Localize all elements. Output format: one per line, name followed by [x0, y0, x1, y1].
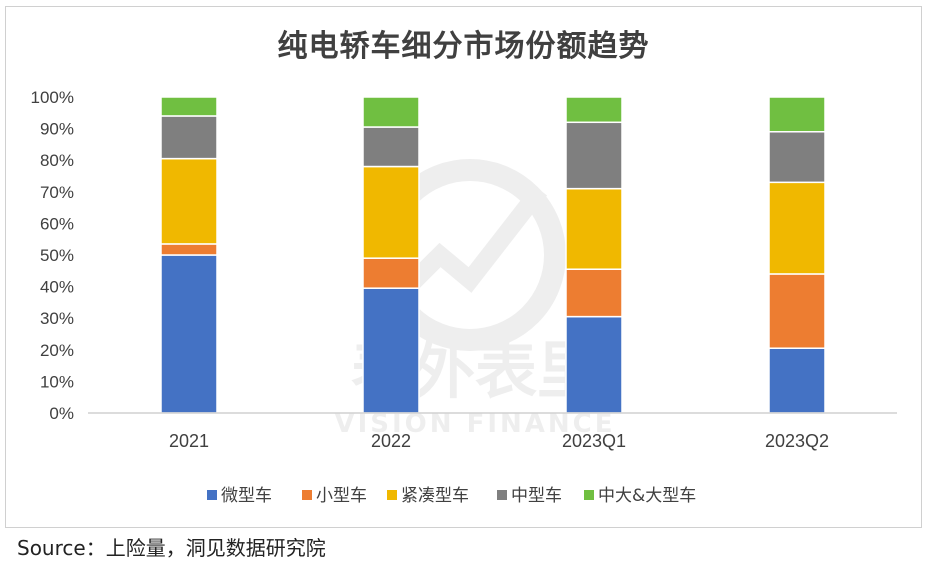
source-note: Source：上险量，洞见数据研究院	[17, 536, 326, 560]
x-tick-label: 2023Q2	[765, 431, 829, 451]
bar-segment	[362, 96, 420, 128]
x-tick-label: 2022	[371, 431, 411, 451]
chart-title: 纯电轿车细分市场份额趋势	[277, 29, 650, 64]
legend-swatch	[207, 490, 217, 500]
y-tick-label: 50%	[40, 246, 74, 265]
x-tick-label: 2023Q1	[562, 431, 626, 451]
bar-segment	[362, 287, 420, 414]
legend-label: 中型车	[511, 486, 562, 506]
bar-segment	[768, 96, 826, 133]
legend-swatch	[387, 490, 397, 500]
bar-segment	[362, 126, 420, 168]
plot-area	[160, 96, 826, 414]
y-tick-label: 20%	[40, 341, 74, 360]
bar-segment	[565, 187, 623, 270]
bar-segment	[565, 268, 623, 318]
y-tick-label: 60%	[40, 214, 74, 233]
bar-segment	[768, 131, 826, 184]
legend-label: 微型车	[221, 486, 272, 506]
y-tick-label: 10%	[40, 372, 74, 391]
bar-segment	[160, 243, 218, 256]
bar-segment	[565, 96, 623, 124]
bar-segment	[362, 165, 420, 259]
legend-swatch	[497, 490, 507, 500]
legend-swatch	[584, 490, 594, 500]
y-tick-label: 70%	[40, 183, 74, 202]
bar-segment	[160, 157, 218, 245]
y-tick-label: 0%	[49, 404, 74, 423]
bar-segment	[768, 347, 826, 414]
bar-segment	[160, 96, 218, 117]
legend-swatch	[302, 490, 312, 500]
bar-segment	[768, 273, 826, 349]
watermark-sub: VISION FINANCE	[334, 409, 615, 439]
bar-segment	[160, 115, 218, 160]
bar-segment	[565, 315, 623, 414]
bar-segment	[768, 181, 826, 275]
y-tick-label: 90%	[40, 120, 74, 139]
legend-label: 紧凑型车	[401, 486, 469, 506]
y-axis: 0% 10% 20% 30% 40% 50% 60% 70% 80% 90% 100%	[31, 88, 74, 423]
y-tick-label: 80%	[40, 151, 74, 170]
legend: 微型车 小型车 紧凑型车 中型车 中大&大型车	[207, 486, 696, 506]
bar-segment	[160, 254, 218, 414]
y-tick-label: 40%	[40, 278, 74, 297]
y-tick-label: 100%	[31, 88, 74, 107]
x-axis: 2021 2022 2023Q1 2023Q2	[169, 431, 829, 451]
y-tick-label: 30%	[40, 309, 74, 328]
bar-segment	[362, 257, 420, 289]
bar-segment	[565, 121, 623, 190]
legend-label: 中大&大型车	[598, 486, 696, 506]
legend-label: 小型车	[316, 486, 367, 506]
x-tick-label: 2021	[169, 431, 209, 451]
